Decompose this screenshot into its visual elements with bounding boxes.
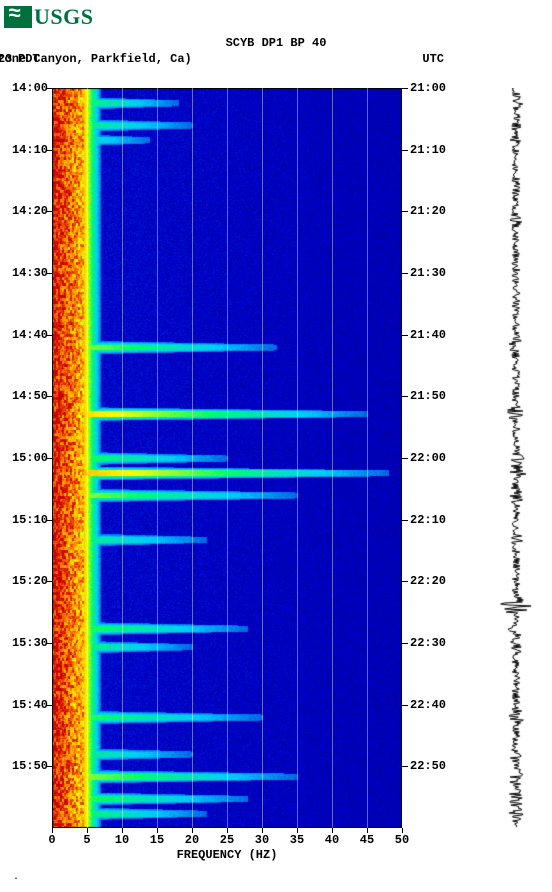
x-tick: 10 — [110, 833, 134, 847]
y-tick-left: 14:50 — [8, 389, 48, 403]
usgs-logo: USGS — [4, 4, 93, 30]
y-tick-left: 15:00 — [8, 451, 48, 465]
y-tick-left: 14:40 — [8, 328, 48, 342]
y-tick-left: 15:30 — [8, 636, 48, 650]
x-axis-label: FREQUENCY (HZ) — [52, 848, 402, 862]
y-tick-left: 14:30 — [8, 266, 48, 280]
x-tick: 50 — [390, 833, 414, 847]
y-tick-left: 15:40 — [8, 698, 48, 712]
station-title: SCYB DP1 BP 40 — [0, 36, 552, 50]
y-tick-right: 21:50 — [410, 389, 452, 403]
y-tick-left: 15:20 — [8, 574, 48, 588]
header-location: (Stone Canyon, Parkfield, Ca) — [0, 52, 192, 66]
y-tick-right: 22:50 — [410, 759, 452, 773]
y-tick-right: 21:10 — [410, 143, 452, 157]
x-tick: 40 — [320, 833, 344, 847]
y-tick-left: 14:00 — [8, 81, 48, 95]
spectrogram-plot — [52, 88, 402, 828]
y-tick-left: 15:10 — [8, 513, 48, 527]
y-tick-left: 15:50 — [8, 759, 48, 773]
x-tick: 30 — [250, 833, 274, 847]
logo-text: USGS — [34, 4, 93, 30]
x-tick: 15 — [145, 833, 169, 847]
x-tick: 45 — [355, 833, 379, 847]
y-tick-right: 21:30 — [410, 266, 452, 280]
x-tick: 35 — [285, 833, 309, 847]
seismogram-trace — [490, 88, 542, 828]
x-tick: 0 — [40, 833, 64, 847]
footer-mark: . — [13, 872, 19, 883]
y-tick-right: 21:20 — [410, 204, 452, 218]
y-tick-right: 22:30 — [410, 636, 452, 650]
y-tick-left: 14:10 — [8, 143, 48, 157]
y-tick-left: 14:20 — [8, 204, 48, 218]
y-tick-right: 22:40 — [410, 698, 452, 712]
wave-icon — [4, 6, 32, 28]
y-tick-right: 22:10 — [410, 513, 452, 527]
x-tick: 25 — [215, 833, 239, 847]
chart-header: SCYB DP1 BP 40 PDT May 9,2023 (Stone Can… — [0, 36, 552, 66]
x-tick: 5 — [75, 833, 99, 847]
y-tick-right: 22:20 — [410, 574, 452, 588]
y-tick-right: 21:40 — [410, 328, 452, 342]
x-tick: 20 — [180, 833, 204, 847]
right-timezone: UTC — [422, 52, 444, 66]
y-tick-right: 21:00 — [410, 81, 452, 95]
y-tick-right: 22:00 — [410, 451, 452, 465]
